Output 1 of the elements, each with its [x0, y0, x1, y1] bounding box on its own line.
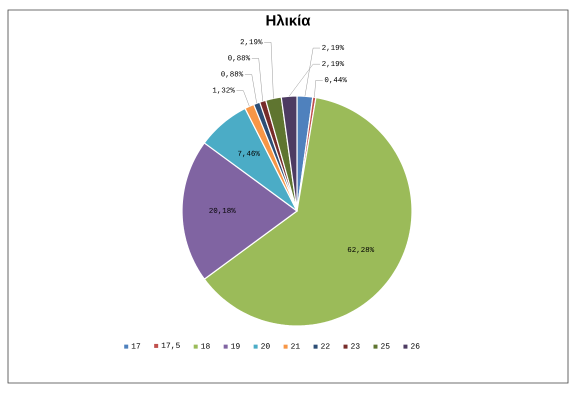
chart-title: Ηλικία — [266, 14, 310, 26]
